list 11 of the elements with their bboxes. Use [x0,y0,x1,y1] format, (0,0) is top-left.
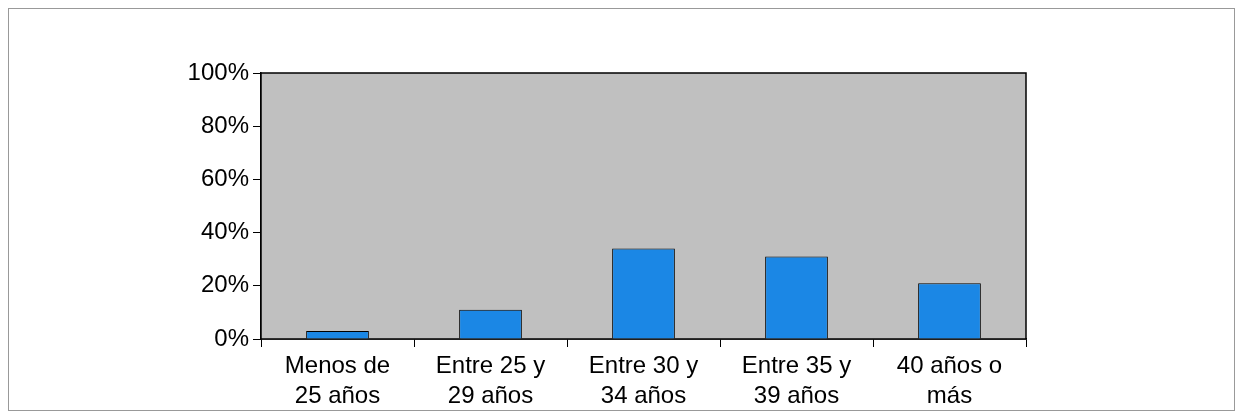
y-tick-label: 0% [214,323,249,351]
x-tick-label: 40 años o más [896,350,1003,408]
y-tick-label: 80% [200,110,249,138]
y-tick-label: 100% [187,57,249,85]
y-tick-label: 20% [200,270,249,298]
x-tick-label: Entre 25 y 29 años [435,350,546,408]
x-tick-label: Entre 35 y 39 años [741,350,852,408]
y-tick-label: 40% [200,217,249,245]
x-tick-label: Menos de 25 años [284,350,391,408]
y-tick-label: 60% [200,164,249,192]
x-tick-label: Entre 30 y 34 años [588,350,699,408]
